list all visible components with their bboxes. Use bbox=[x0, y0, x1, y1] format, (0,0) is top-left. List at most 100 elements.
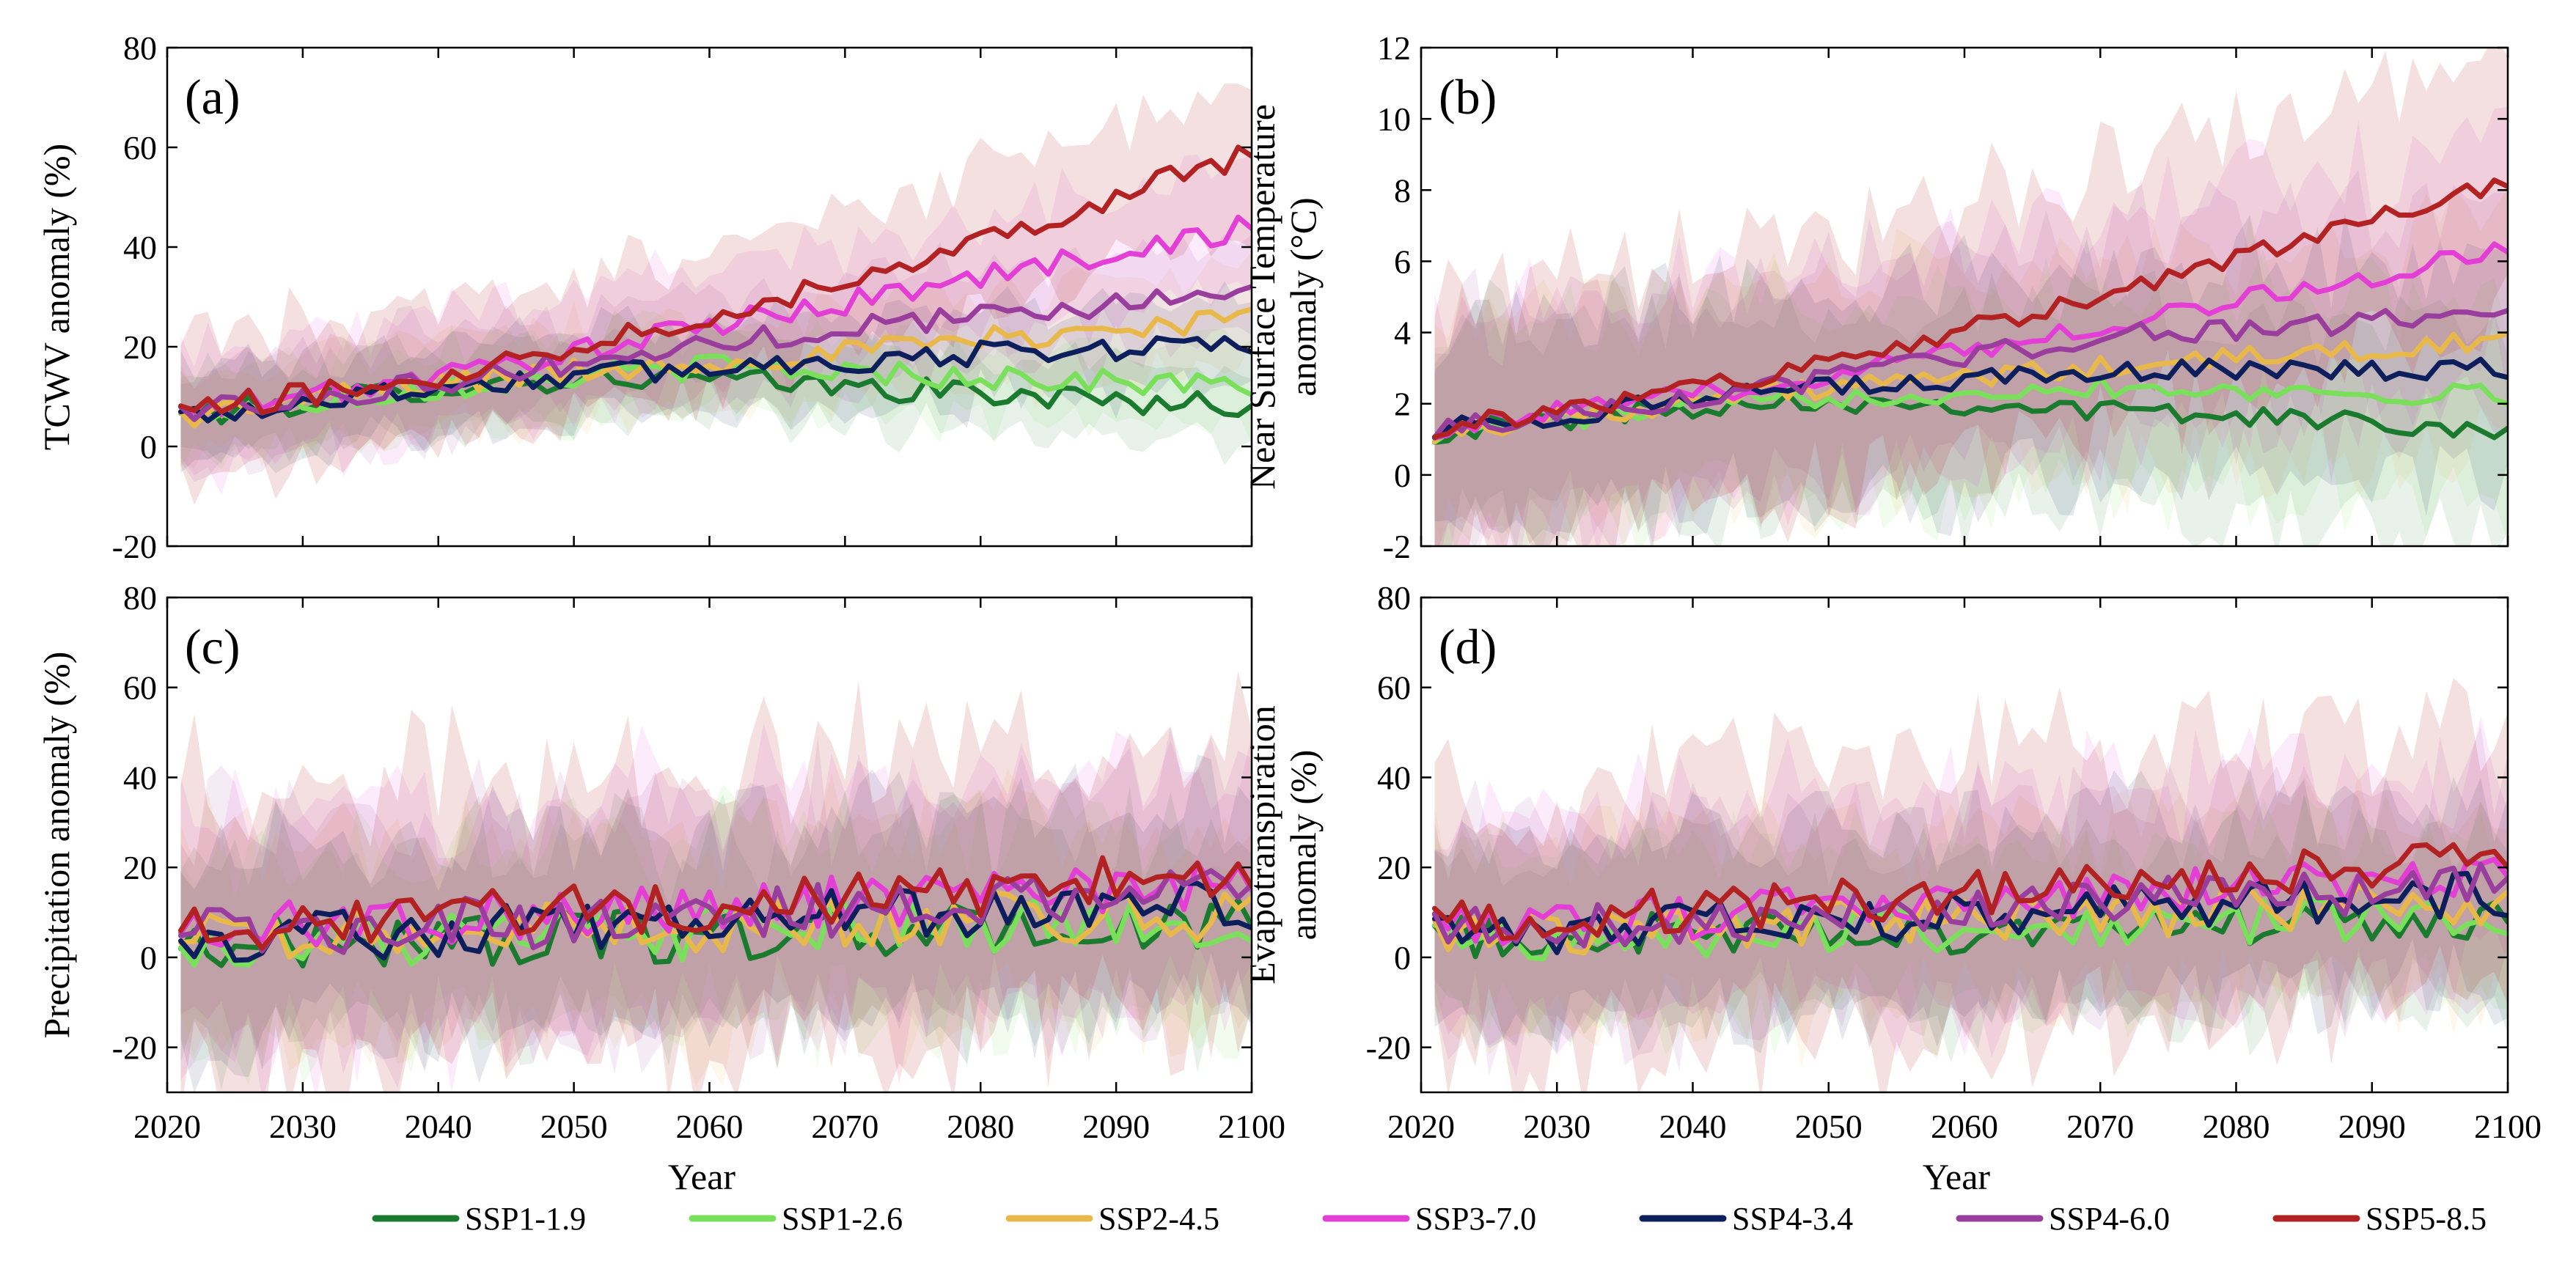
xtick-label: 2070 bbox=[2066, 1108, 2134, 1145]
band-a-ssp126 bbox=[180, 310, 1252, 470]
panel-b: -2 0 2 4 6 8 10 12 (b) Near Surface Temperaturean… bbox=[1241, 29, 2509, 565]
band-a-ssp119 bbox=[180, 322, 1252, 466]
y-axis-label-a: TCWV anomaly (%) bbox=[36, 144, 77, 450]
ytick-label: 60 bbox=[123, 129, 157, 166]
legend-label: SSP1-1.9 bbox=[465, 1201, 586, 1237]
legend-label: SSP3-7.0 bbox=[1415, 1201, 1536, 1237]
x-axis-label-year-left: Year bbox=[668, 1156, 735, 1197]
xtick-label: 2050 bbox=[540, 1108, 608, 1145]
legend-label: SSP1-2.6 bbox=[782, 1201, 903, 1237]
y-axis-label-c: Precipitation anomaly (%) bbox=[36, 652, 77, 1039]
xtick-label: 2040 bbox=[405, 1108, 472, 1145]
band-c-ssp585 bbox=[180, 671, 1252, 1092]
plot-area-d bbox=[1432, 677, 2508, 1092]
line-a-ssp434 bbox=[178, 335, 1252, 424]
y-axis-label-b: Near Surface Temperatureanomaly (°C) bbox=[1241, 104, 1324, 490]
legend-label: SSP4-6.0 bbox=[2049, 1201, 2170, 1237]
ytick-label: 60 bbox=[1377, 669, 1411, 707]
ytick-label: -20 bbox=[112, 1029, 157, 1067]
legend-item-ssp460: SSP4-6.0 bbox=[1956, 1201, 2170, 1237]
legend-item-ssp585: SSP5-8.5 bbox=[2272, 1201, 2487, 1237]
xtick-label: 2090 bbox=[2338, 1108, 2406, 1145]
ytick-label: 80 bbox=[123, 579, 157, 617]
ytick-label: -20 bbox=[112, 528, 157, 565]
y-axis-label-d: Evapotranspirationanomaly (%) bbox=[1241, 705, 1324, 984]
ytick-label: 0 bbox=[1394, 939, 1411, 976]
panel-a: -20 0 20 40 60 80 (a) TCWV anomaly (%) bbox=[36, 29, 1253, 565]
line-d-ssp585 bbox=[1432, 842, 2508, 941]
line-d-ssp460 bbox=[1432, 861, 2508, 949]
line-c-ssp370 bbox=[178, 860, 1252, 948]
band-b-ssp434 bbox=[1434, 213, 2508, 546]
panel-label-b: (b) bbox=[1439, 69, 1497, 125]
ytick-label: 40 bbox=[123, 759, 157, 796]
xtick-label: 2100 bbox=[1218, 1108, 1285, 1145]
xtick-label: 2030 bbox=[1523, 1108, 1590, 1145]
ytick-label: -20 bbox=[1366, 1029, 1411, 1067]
band-b-ssp245 bbox=[1434, 188, 2508, 546]
legend-label: SSP2-4.5 bbox=[1098, 1201, 1219, 1237]
line-b-ssp585 bbox=[1432, 177, 2508, 440]
legend-item-ssp119: SSP1-1.9 bbox=[372, 1201, 586, 1237]
x-axis-label-year-right: Year bbox=[1923, 1156, 1990, 1197]
ytick-label: 8 bbox=[1394, 172, 1411, 209]
band-d-ssp585 bbox=[1434, 677, 2508, 1092]
ytick-label: -2 bbox=[1383, 528, 1411, 565]
xtick-label: 2100 bbox=[2474, 1108, 2542, 1145]
legend-label: SSP4-3.4 bbox=[1732, 1201, 1853, 1237]
ytick-label: 40 bbox=[123, 229, 157, 266]
ytick-label: 0 bbox=[140, 428, 157, 466]
ytick-label: 60 bbox=[123, 669, 157, 707]
ytick-label: 12 bbox=[1377, 29, 1411, 67]
legend: SSP1-1.9 SSP1-2.6 SSP2-4.5 SSP3-7.0 SSP4-3.4… bbox=[372, 1201, 2487, 1237]
xtick-label: 2090 bbox=[1082, 1108, 1150, 1145]
ytick-label: 80 bbox=[1377, 579, 1411, 617]
xtick-label: 2070 bbox=[811, 1108, 878, 1145]
legend-item-ssp245: SSP2-4.5 bbox=[1005, 1201, 1219, 1237]
xtick-label: 2080 bbox=[947, 1108, 1014, 1145]
xtick-label: 2080 bbox=[2203, 1108, 2270, 1145]
ytick-label: 20 bbox=[123, 328, 157, 366]
ytick-label: 6 bbox=[1394, 243, 1411, 280]
xtick-label: 2050 bbox=[1795, 1108, 1863, 1145]
legend-item-ssp370: SSP3-7.0 bbox=[1322, 1201, 1536, 1237]
legend-item-ssp126: SSP1-2.6 bbox=[689, 1201, 903, 1237]
legend-label: SSP5-8.5 bbox=[2366, 1201, 2487, 1237]
xtick-label: 2060 bbox=[1931, 1108, 1998, 1145]
band-b-ssp126 bbox=[1434, 250, 2508, 546]
xtick-label: 2030 bbox=[269, 1108, 337, 1145]
xtick-label: 2060 bbox=[676, 1108, 744, 1145]
plot-area-a bbox=[178, 83, 1252, 505]
ytick-label: 20 bbox=[1377, 849, 1411, 886]
line-a-ssp460 bbox=[178, 284, 1252, 422]
xtick-label: 2020 bbox=[1387, 1108, 1455, 1145]
ytick-label: 2 bbox=[1394, 386, 1411, 423]
ytick-label: 0 bbox=[140, 939, 157, 976]
panel-label-a: (a) bbox=[185, 69, 240, 125]
legend-item-ssp434: SSP4-3.4 bbox=[1639, 1201, 1853, 1237]
ytick-label: 20 bbox=[123, 849, 157, 886]
plot-area-c bbox=[178, 671, 1252, 1092]
band-a-ssp585 bbox=[180, 83, 1252, 505]
panel-label-c: (c) bbox=[185, 619, 240, 674]
xtick-label: 2020 bbox=[133, 1108, 201, 1145]
ytick-label: 40 bbox=[1377, 759, 1411, 796]
band-a-ssp245 bbox=[180, 251, 1252, 469]
band-d-ssp370 bbox=[1434, 716, 2508, 1078]
line-b-ssp460 bbox=[1432, 308, 2508, 440]
xtick-label: 2040 bbox=[1659, 1108, 1727, 1145]
line-c-ssp585 bbox=[178, 855, 1252, 951]
plot-area-b bbox=[1432, 48, 2508, 546]
ytick-label: 4 bbox=[1394, 315, 1411, 352]
band-d-ssp245 bbox=[1434, 770, 2508, 1068]
line-a-ssp585 bbox=[178, 144, 1252, 416]
ytick-label: 10 bbox=[1377, 100, 1411, 138]
band-b-ssp585 bbox=[1434, 48, 2508, 546]
panel-label-d: (d) bbox=[1439, 619, 1497, 674]
ytick-label: 80 bbox=[123, 29, 157, 67]
band-b-ssp370 bbox=[1434, 106, 2508, 546]
